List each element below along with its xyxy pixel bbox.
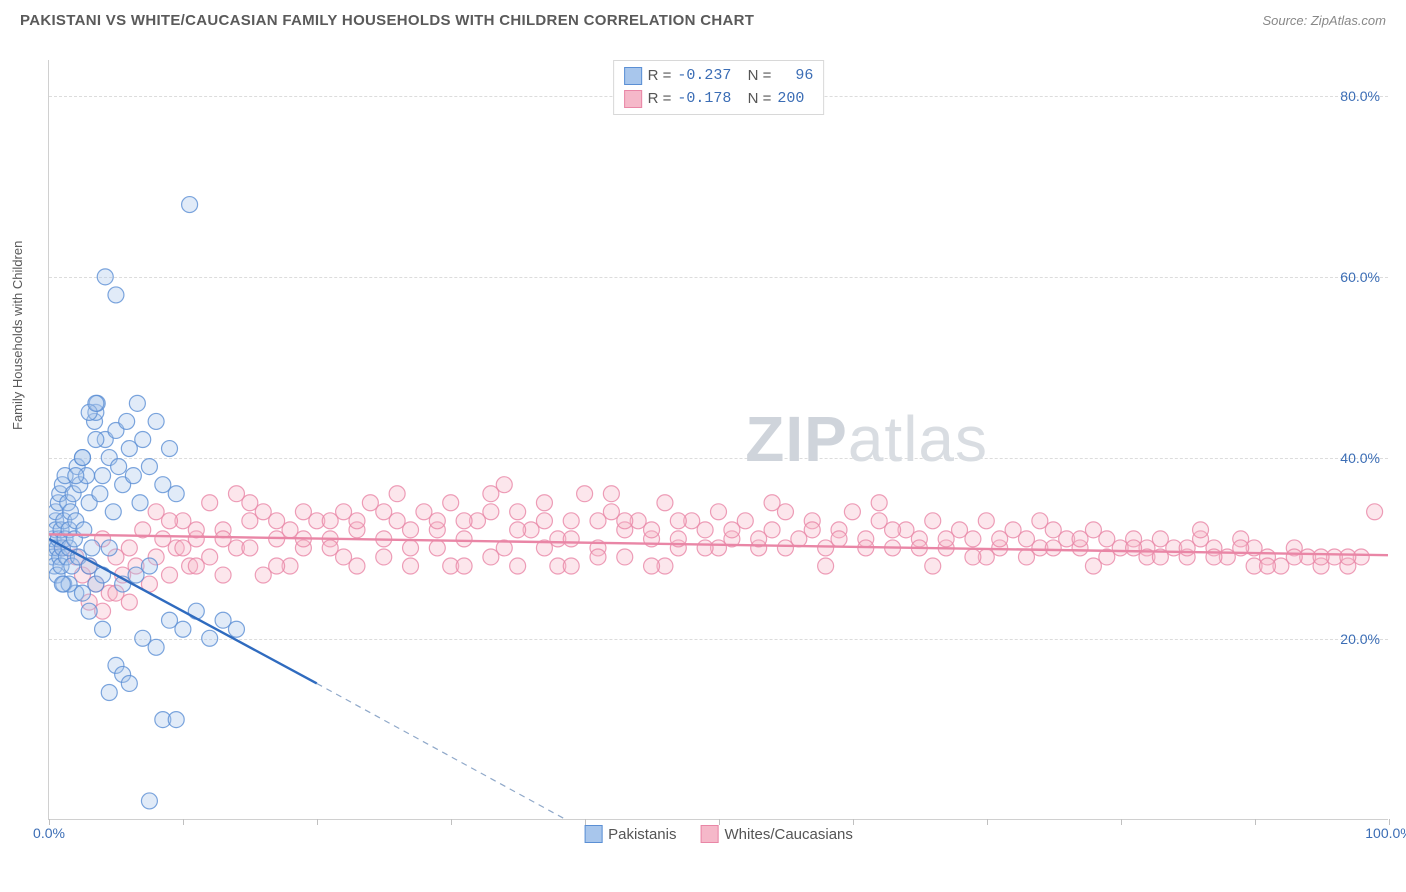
y-axis-label: Family Households with Children <box>10 241 25 430</box>
legend-item-0: Pakistanis <box>584 825 676 843</box>
x-tick-label: 0.0% <box>33 825 65 841</box>
scatter-svg <box>49 60 1388 819</box>
legend-item-1: Whites/Caucasians <box>700 825 852 843</box>
x-tick-mark <box>183 819 184 825</box>
x-tick-label: 100.0% <box>1365 825 1406 841</box>
legend-swatch-1 <box>700 825 718 843</box>
stats-row-series-0: R = -0.237 N = 96 <box>624 65 814 88</box>
x-tick-mark <box>853 819 854 825</box>
x-tick-mark <box>1121 819 1122 825</box>
x-tick-mark <box>987 819 988 825</box>
n-value-1: 200 <box>777 88 804 111</box>
bottom-legend: Pakistanis Whites/Caucasians <box>584 825 853 843</box>
r-value-1: -0.178 <box>677 88 731 111</box>
r-value-0: -0.237 <box>677 65 731 88</box>
n-value-0: 96 <box>777 65 813 88</box>
chart-header: PAKISTANI VS WHITE/CAUCASIAN FAMILY HOUS… <box>0 0 1406 37</box>
x-tick-mark <box>451 819 452 825</box>
x-tick-mark <box>317 819 318 825</box>
x-tick-mark <box>1255 819 1256 825</box>
swatch-series-0 <box>624 67 642 85</box>
legend-swatch-0 <box>584 825 602 843</box>
swatch-series-1 <box>624 90 642 108</box>
chart-title: PAKISTANI VS WHITE/CAUCASIAN FAMILY HOUS… <box>20 12 754 29</box>
chart-plot-area: ZIPatlas R = -0.237 N = 96 R = -0.178 N … <box>48 60 1388 820</box>
stats-row-series-1: R = -0.178 N = 200 <box>624 88 814 111</box>
source-label: Source: ZipAtlas.com <box>1262 13 1386 28</box>
stats-legend-box: R = -0.237 N = 96 R = -0.178 N = 200 <box>613 60 825 115</box>
